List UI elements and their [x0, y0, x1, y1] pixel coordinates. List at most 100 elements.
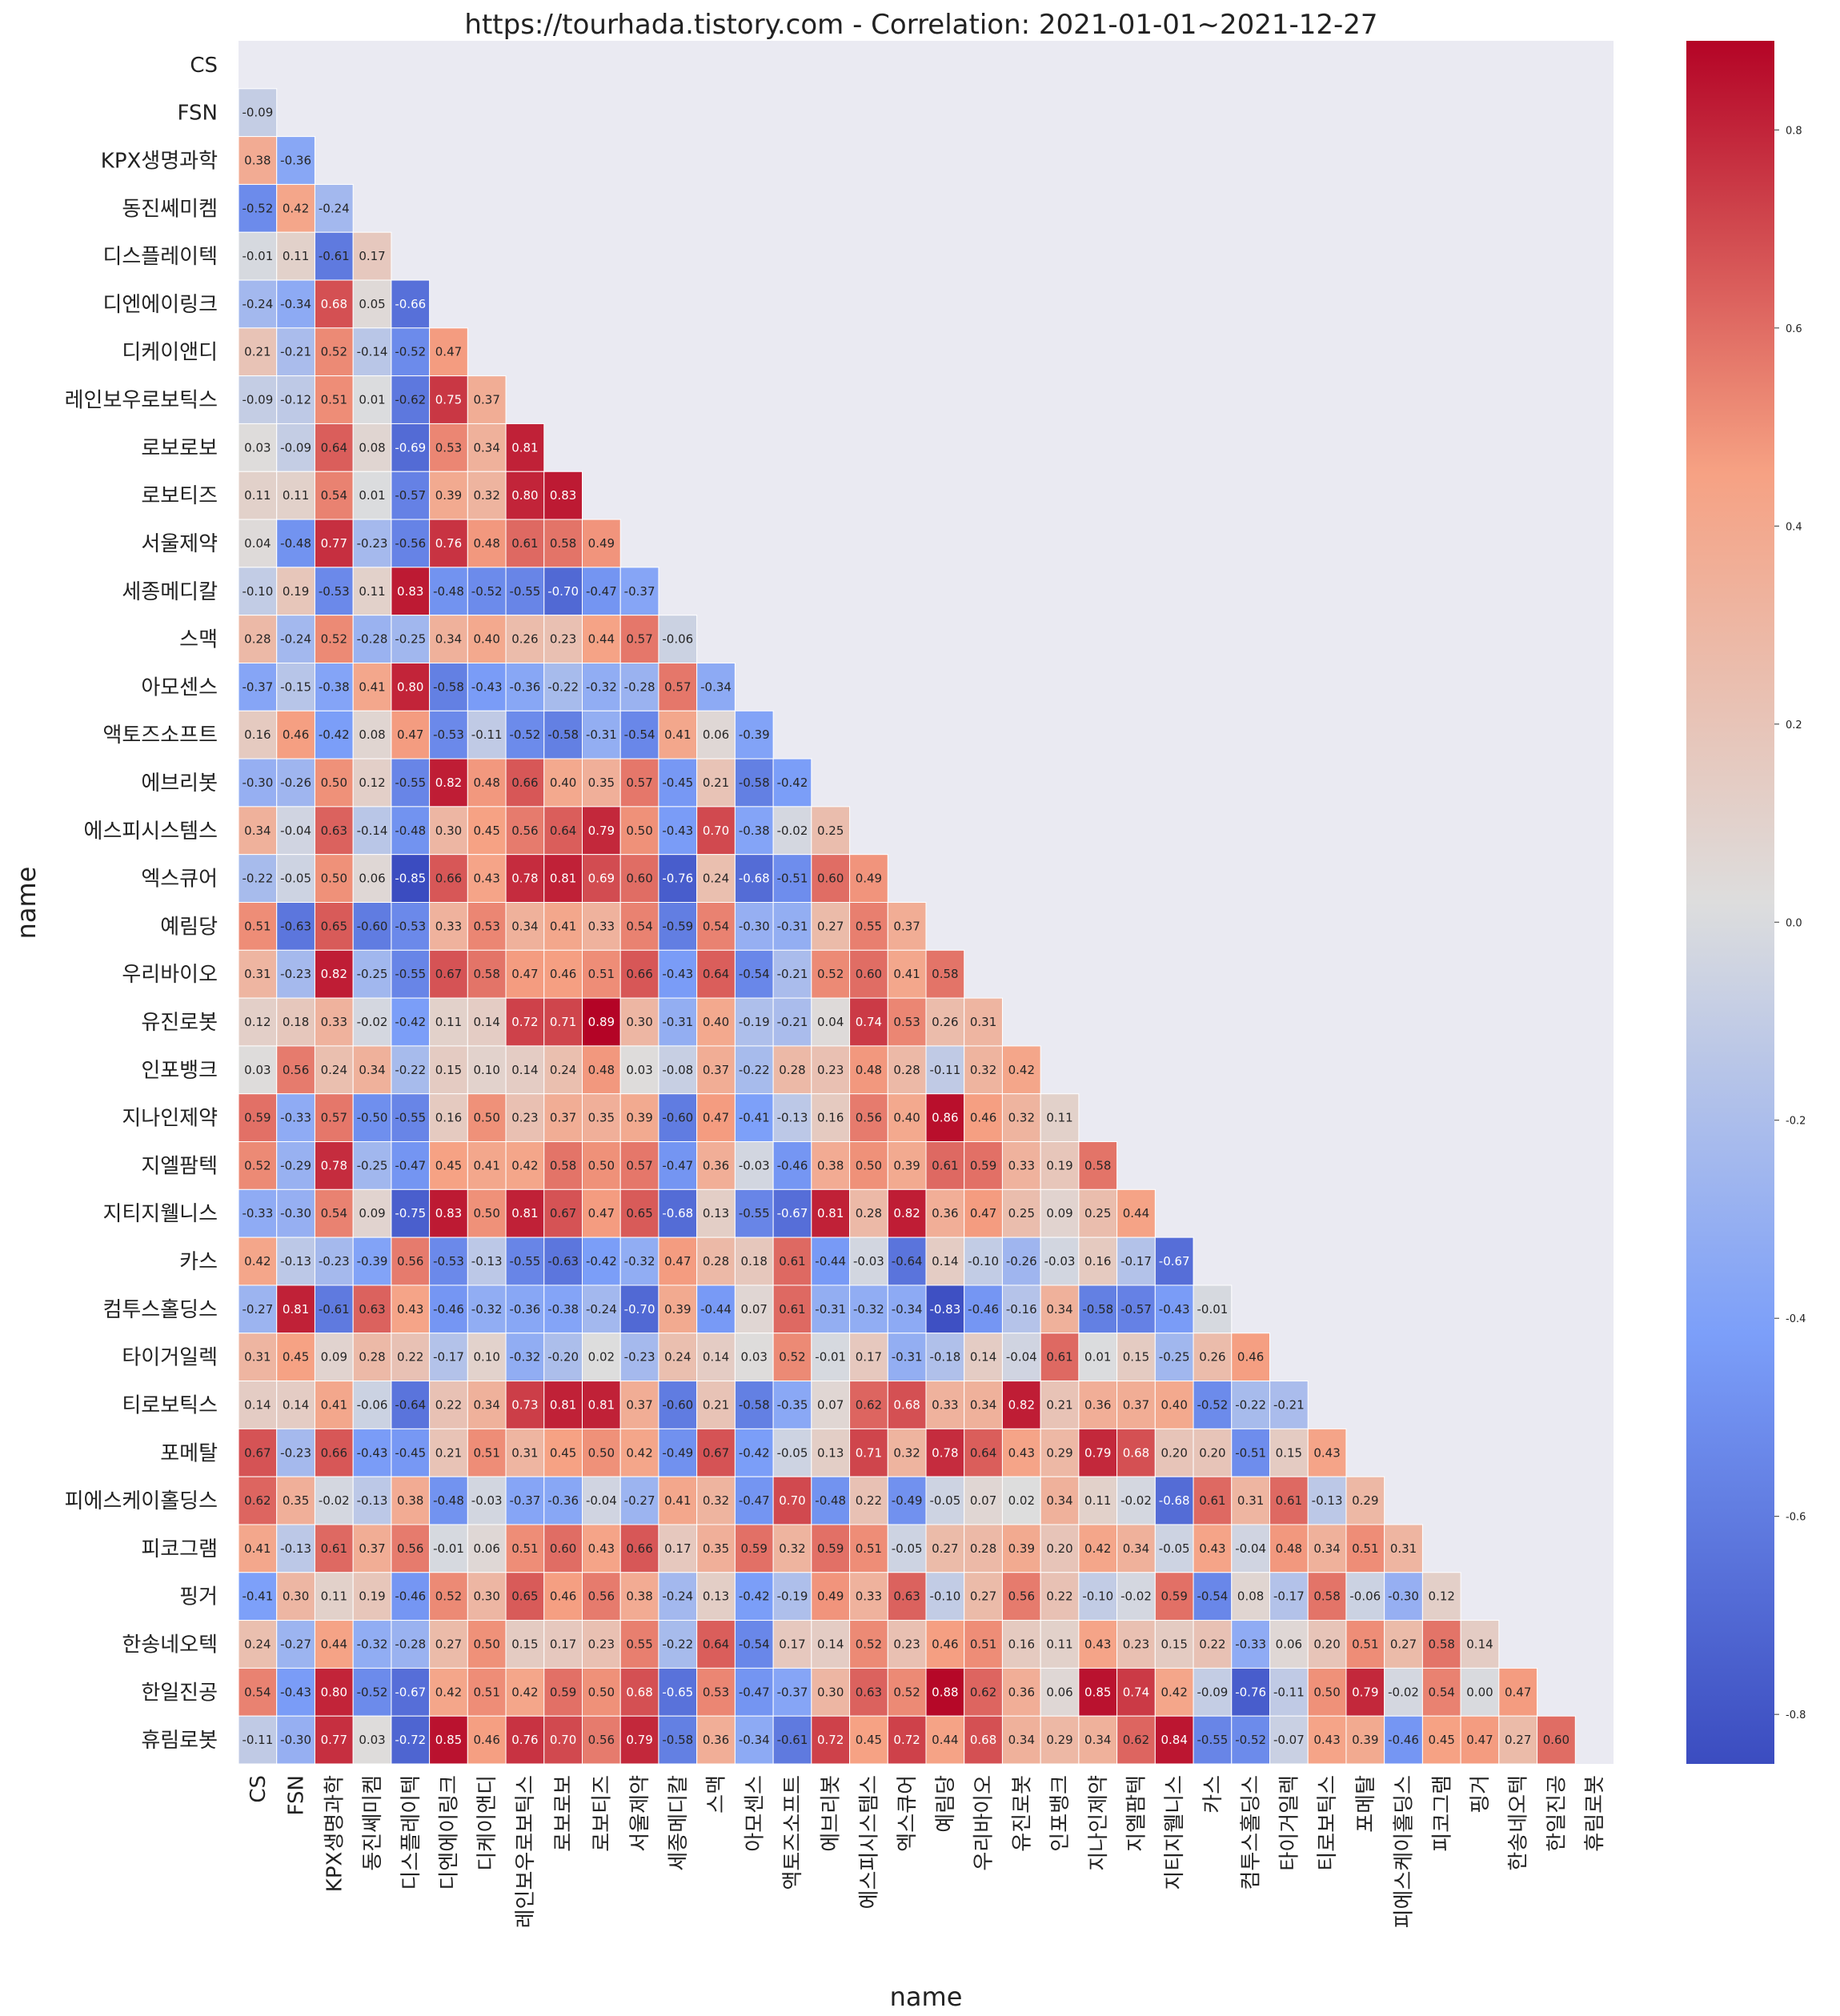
cell-value-label: -0.13: [357, 1493, 388, 1508]
y-tick-label: 에스피시스템스: [84, 820, 218, 844]
cell-value-label: -0.03: [739, 1158, 770, 1172]
cell-value-label: 0.78: [932, 1445, 958, 1460]
cell-value-label: 0.52: [321, 632, 347, 647]
cell-value-label: 0.50: [473, 1206, 499, 1220]
heatmap-cell: [429, 997, 468, 1047]
heatmap-cell: [658, 1620, 698, 1669]
y-tick-label: 서울제약: [141, 532, 218, 556]
cell-value-label: 0.88: [932, 1685, 958, 1699]
cell-value-label: -0.07: [1273, 1733, 1305, 1747]
cell-value-label: -0.19: [777, 1589, 808, 1604]
cell-value-label: 0.50: [588, 1158, 615, 1172]
cell-value-label: 0.53: [703, 1685, 729, 1699]
cell-value-label: -0.11: [242, 1733, 273, 1747]
heatmap-cell: [276, 806, 315, 856]
cell-value-label: 0.15: [511, 1637, 538, 1651]
cell-value-label: 0.03: [741, 1350, 768, 1365]
cell-value-label: 0.15: [435, 1063, 462, 1077]
cell-value-label: -0.22: [739, 1063, 770, 1077]
cell-value-label: 0.89: [588, 1015, 615, 1029]
heatmap-cell: [238, 1236, 278, 1286]
cell-value-label: -0.04: [1235, 1541, 1266, 1556]
heatmap-cell: [391, 710, 431, 760]
heatmap-cell: [429, 854, 468, 903]
heatmap-cell: [582, 997, 621, 1047]
heatmap-cell: [314, 1141, 354, 1190]
cell-value-label: 0.39: [1352, 1733, 1378, 1747]
cell-value-label: 0.31: [1237, 1493, 1264, 1508]
cell-value-label: 0.16: [1084, 1254, 1111, 1269]
cell-value-label: 0.45: [473, 824, 499, 838]
cell-value-label: -0.31: [892, 1350, 923, 1365]
cell-value-label: 0.58: [550, 536, 576, 551]
heatmap-cell: [582, 615, 621, 663]
heatmap-cell: [1460, 1715, 1500, 1765]
y-tick-label: 타이거일렉: [122, 1346, 218, 1370]
cell-value-label: 0.24: [703, 872, 729, 886]
cell-value-label: 0.37: [626, 1397, 652, 1412]
heatmap-cell: [1345, 1524, 1385, 1573]
cell-value-label: -0.55: [510, 1254, 541, 1269]
cell-value-label: -0.05: [892, 1541, 923, 1556]
cell-value-label: 0.25: [1008, 1206, 1035, 1220]
heatmap-cell: [964, 1285, 1003, 1334]
cell-value-label: 0.28: [970, 1541, 996, 1556]
heatmap-cell: [238, 1715, 278, 1765]
colorbar-tick-label: 0.8: [1786, 125, 1802, 137]
heatmap-cell: [352, 279, 392, 329]
heatmap-cell: [1040, 1141, 1080, 1190]
cell-value-label: -0.43: [471, 679, 503, 694]
y-tick-label: 휴림로봇: [141, 1729, 218, 1753]
cell-value-label: 0.65: [626, 1206, 652, 1220]
cell-value-label: 0.51: [321, 393, 347, 407]
heatmap-cell: [696, 854, 736, 903]
cell-value-label: 0.43: [1313, 1733, 1340, 1747]
cell-value-label: 0.33: [321, 1015, 347, 1029]
heatmap-cell: [1040, 1188, 1080, 1238]
cell-value-label: 0.48: [856, 1063, 882, 1077]
cell-value-label: 0.01: [359, 488, 385, 503]
cell-value-label: 0.40: [893, 1111, 920, 1125]
x-tick-label: KPX생명과학: [323, 1775, 347, 1892]
cell-value-label: 0.81: [588, 1397, 615, 1412]
heatmap-cell: [1116, 1285, 1156, 1334]
cell-value-label: 0.56: [511, 824, 538, 838]
cell-value-label: -0.18: [929, 1350, 960, 1365]
cell-value-label: 0.30: [626, 1015, 652, 1029]
cell-value-label: 0.33: [588, 919, 615, 933]
cell-value-label: -0.55: [510, 584, 541, 599]
y-tick-label: 컴투스홀딩스: [102, 1298, 218, 1322]
heatmap-cell: [314, 1093, 354, 1143]
heatmap-cell: [619, 1524, 659, 1573]
cell-value-label: 0.57: [626, 1158, 652, 1172]
cell-value-label: 0.58: [1084, 1158, 1111, 1172]
cell-value-label: -0.22: [547, 679, 579, 694]
cell-value-label: 0.42: [511, 1685, 538, 1699]
cell-value-label: -0.55: [739, 1206, 770, 1220]
cell-value-label: -0.34: [280, 297, 311, 311]
cell-value-label: 0.70: [550, 1733, 576, 1747]
heatmap-cell: [696, 1667, 736, 1717]
heatmap-cell: [887, 997, 927, 1047]
x-tick-label: 티로보틱스: [1316, 1775, 1340, 1871]
cell-value-label: 0.34: [970, 1397, 996, 1412]
heatmap-cell: [582, 1141, 621, 1190]
heatmap-cell: [811, 1572, 851, 1621]
cell-value-label: -0.02: [319, 1493, 350, 1508]
cell-value-label: 0.50: [473, 1637, 499, 1651]
cell-value-label: 0.54: [703, 919, 729, 933]
heatmap-cell: [1384, 1715, 1423, 1765]
heatmap-cell: [391, 1381, 431, 1429]
cell-value-label: 0.46: [283, 727, 309, 742]
cell-value-label: 0.34: [435, 632, 462, 647]
heatmap-cell: [276, 758, 315, 808]
heatmap-cell: [1078, 1285, 1118, 1334]
cell-value-label: 0.27: [1505, 1733, 1531, 1747]
heatmap-cell: [582, 1620, 621, 1669]
cell-value-label: 0.43: [1199, 1541, 1225, 1556]
cell-value-label: -0.55: [1197, 1733, 1229, 1747]
heatmap-cell: [1154, 1524, 1194, 1573]
cell-value-label: -0.11: [471, 727, 503, 742]
cell-value-label: -0.36: [510, 1302, 541, 1317]
cell-value-label: 0.80: [511, 488, 538, 503]
